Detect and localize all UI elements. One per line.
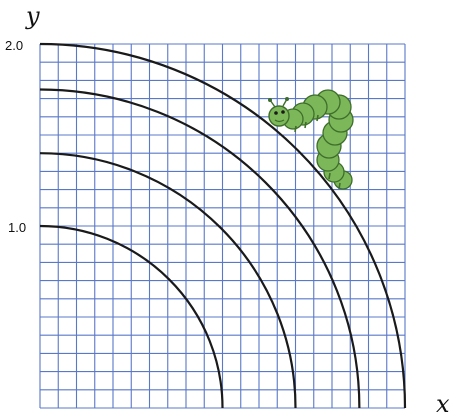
caterpillar-mouth [274,119,285,123]
y-axis-label: y [26,2,40,30]
caterpillar-leg [316,114,319,122]
caterpillar-eye [274,111,278,115]
level-curve [39,42,407,409]
caterpillar-antenna-tip [268,98,272,102]
level-curve [39,224,224,409]
caterpillar-leg [338,182,341,190]
y-tick-label-1: 1.0 [8,220,27,235]
caterpillar-leg [328,172,331,180]
x-axis-label: x [436,390,450,418]
caterpillar-antenna-tip [285,97,289,101]
caterpillar-icon [268,89,354,190]
caterpillar-leg [304,121,307,129]
caterpillar-eye [281,110,285,114]
grid [39,43,406,409]
y-tick-label-2: 2.0 [5,38,24,53]
caterpillar-head [268,105,290,127]
level-curve [39,88,361,409]
level-curves [39,42,407,409]
level-curve [39,152,297,409]
caterpillar-leg [294,125,297,133]
